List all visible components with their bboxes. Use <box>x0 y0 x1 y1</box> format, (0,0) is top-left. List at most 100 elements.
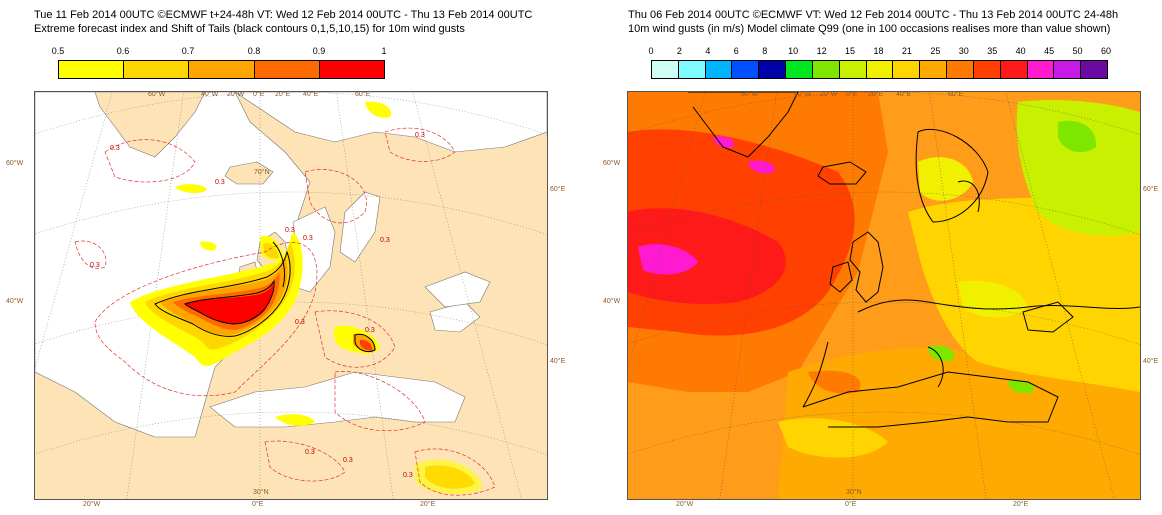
coord-top-label: 40°W <box>794 91 812 98</box>
coord-lat-left-mid: 40°W <box>603 298 621 305</box>
right-scale-swatch <box>786 61 813 78</box>
east-white-area <box>424 271 491 308</box>
coord-top-label: 0°E <box>253 91 265 98</box>
coord-bottom-label: 0°E <box>845 501 857 508</box>
left-scale-swatch <box>254 61 320 78</box>
iceland-land <box>224 161 274 185</box>
left-scale-label: 0.9 <box>312 46 326 56</box>
graticule <box>628 92 1140 499</box>
right-panel: Thu 06 Feb 2014 00UTC ©ECMWF VT: Wed 12 … <box>581 0 1162 515</box>
right-scale-label: 45 <box>1044 46 1055 56</box>
coord-top-label: 60°E <box>948 91 964 98</box>
coord-top-label: 60°W <box>148 91 166 98</box>
right-scale-swatch <box>1081 61 1108 78</box>
coord-lat-right-mid: 40°E <box>550 358 566 365</box>
right-title-line2: 10m wind gusts (in m/s) Model climate Q9… <box>628 23 1111 35</box>
right-scale-swatch <box>705 61 733 78</box>
right-scale-label: 6 <box>733 46 739 56</box>
left-color-scale <box>58 60 385 79</box>
coord-bottom-label: 20°W <box>676 501 694 508</box>
left-title-line2: Extreme forecast index and Shift of Tail… <box>34 23 465 35</box>
right-scale-label: 35 <box>987 46 998 56</box>
coastlines <box>688 92 1140 428</box>
shift-of-tails-contours <box>154 241 376 353</box>
left-panel: Tue 11 Feb 2014 00UTC ©ECMWF t+24-48h VT… <box>6 9 566 508</box>
right-scale-label: 2 <box>676 46 682 56</box>
contour-label: 0.3 <box>415 132 425 139</box>
right-scale-swatch <box>1027 61 1055 78</box>
coord-top-label: 20°W <box>820 91 838 98</box>
coord-lat-right-mid: 40°E <box>1143 358 1159 365</box>
left-scale-label: 0.7 <box>181 46 195 56</box>
left-scale-swatch <box>124 61 190 78</box>
contour-label: 0.3 <box>380 237 390 244</box>
coord-lat-left-upper: 60°W <box>603 160 621 167</box>
coord-inner-label: 70°N <box>254 169 270 176</box>
right-scale-swatch <box>812 61 840 78</box>
coord-bottom-label: 20°E <box>420 501 436 508</box>
right-scale-swatch <box>893 61 921 78</box>
right-scale-label: 40 <box>1015 46 1026 56</box>
right-scale-label: 12 <box>816 46 827 56</box>
baltic-sea <box>339 191 381 263</box>
coord-lat-left-upper: 60°W <box>6 160 24 167</box>
contour-label: 0.3 <box>305 449 315 456</box>
right-scale-label: 25 <box>930 46 941 56</box>
right-scale-swatch <box>947 61 974 78</box>
contour-label: 0.3 <box>365 327 375 334</box>
right-color-scale <box>651 60 1108 79</box>
contour-label: 0.3 <box>295 319 305 326</box>
coord-lat-right-upper: 60°E <box>550 186 566 193</box>
coord-bottom-inner-label: 30°N <box>846 489 862 496</box>
left-map: 0.3 0.3 0.3 0.3 0.3 0.3 0.3 0.3 0.3 0.3 … <box>34 91 548 500</box>
coord-top-label: 60°E <box>355 91 371 98</box>
right-scale-swatch <box>839 61 867 78</box>
left-scale-label: 1 <box>381 46 387 56</box>
right-scale-label: 50 <box>1072 46 1083 56</box>
right-scale-label: 30 <box>958 46 969 56</box>
right-scale-ticks: 0 2 4 6 8 10 12 15 18 21 25 30 35 40 45 50 60 <box>648 46 1111 58</box>
right-scale-swatch <box>920 61 948 78</box>
left-scale-swatch <box>189 61 255 78</box>
coord-bottom-label: 20°E <box>1013 501 1029 508</box>
right-scale-label: 15 <box>845 46 856 56</box>
coord-top-label: 20°W <box>227 91 245 98</box>
right-scale-swatch <box>1000 61 1028 78</box>
coord-top-label: 60°W <box>741 91 759 98</box>
left-scale-label: 0.5 <box>51 46 65 56</box>
arctic-ocean <box>234 92 547 153</box>
left-scale-label: 0.6 <box>116 46 130 56</box>
right-scale-label: 60 <box>1100 46 1112 56</box>
coord-bottom-label: 0°E <box>252 501 264 508</box>
right-scale-label: 4 <box>705 46 711 56</box>
right-scale-label: 21 <box>901 46 912 56</box>
graticule <box>35 92 547 499</box>
right-scale-swatch <box>1054 61 1082 78</box>
greenland-land <box>94 92 206 158</box>
right-scale-swatch <box>732 61 760 78</box>
efi-shading <box>130 101 483 494</box>
coord-top-label: 40°E <box>896 91 912 98</box>
right-scale-swatch <box>973 61 1001 78</box>
coord-top-label: 20°E <box>868 91 884 98</box>
coord-top-label: 40°W <box>201 91 219 98</box>
right-scale-swatch <box>678 61 706 78</box>
contour-value-labels: 0.3 0.3 0.3 0.3 0.3 0.3 0.3 0.3 0.3 0.3 … <box>90 132 425 479</box>
dashed-contours <box>74 127 496 496</box>
gust-climate-shading <box>628 92 1140 499</box>
right-title-line1: Thu 06 Feb 2014 00UTC ©ECMWF VT: Wed 12 … <box>628 9 1119 21</box>
coord-bottom-label: 20°W <box>83 501 101 508</box>
right-scale-swatch <box>652 61 679 78</box>
mediterranean-sea <box>209 371 466 428</box>
contour-label: 0.3 <box>403 472 413 479</box>
left-title-line1: Tue 11 Feb 2014 00UTC ©ECMWF t+24-48h VT… <box>34 9 533 21</box>
contour-label: 0.3 <box>343 457 353 464</box>
contour-label: 0.3 <box>110 145 120 152</box>
left-map-canvas: 0.3 0.3 0.3 0.3 0.3 0.3 0.3 0.3 0.3 0.3 … <box>35 92 547 499</box>
right-scale-label: 8 <box>762 46 768 56</box>
coord-top-label: 40°E <box>303 91 319 98</box>
coord-lat-right-upper: 60°E <box>1143 186 1159 193</box>
contour-label: 0.3 <box>285 227 295 234</box>
left-scale-label: 0.8 <box>247 46 261 56</box>
left-scale-swatch <box>59 61 125 78</box>
